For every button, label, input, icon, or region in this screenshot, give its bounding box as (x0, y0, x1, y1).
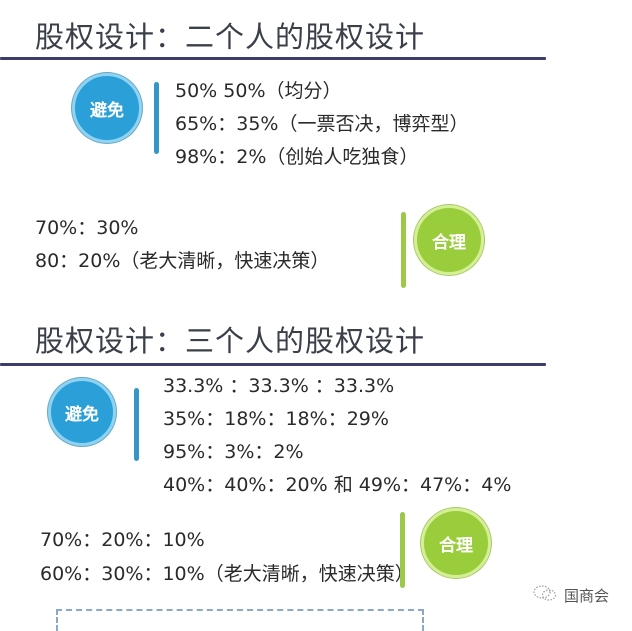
reasonable-line: 80：20%（老大清晰，快速决策） (35, 250, 330, 272)
reasonable-line: 70%：20%：10% (40, 529, 205, 551)
section-1-title: 股权设计：二个人的股权设计 (35, 20, 426, 54)
avoid-line: 50% 50%（均分） (175, 80, 342, 102)
watermark: 国商会 (532, 584, 609, 606)
avoid-line: 98%：2%（创始人吃独食） (175, 146, 419, 168)
section-2-divider (0, 363, 546, 366)
reasonable-divider-bar (400, 512, 405, 588)
wechat-icon (532, 584, 558, 606)
reasonable-line: 60%：30%：10%（老大清晰，快速决策） (40, 563, 414, 585)
avoid-divider-bar (134, 388, 139, 461)
reasonable-badge-label: 合理 (439, 535, 473, 556)
avoid-divider-bar (154, 82, 159, 154)
reasonable-divider-bar (401, 212, 406, 288)
reasonable-badge: 合理 (421, 508, 491, 578)
avoid-badge-label: 避免 (65, 404, 99, 425)
watermark-text: 国商会 (564, 586, 610, 605)
section-1-divider (0, 57, 546, 60)
avoid-line: 35%：18%：18%：29% (163, 408, 389, 430)
reasonable-line: 70%：30% (35, 217, 139, 239)
dashed-box (56, 609, 424, 631)
section-2-title: 股权设计：三个人的股权设计 (35, 324, 426, 358)
avoid-badge: 避免 (48, 378, 116, 446)
avoid-line: 40%：40%：20% 和 49%：47%：4% (163, 474, 512, 496)
avoid-line: 95%：3%：2% (163, 441, 304, 463)
reasonable-badge: 合理 (414, 205, 484, 275)
avoid-badge: 避免 (72, 73, 142, 143)
avoid-badge-label: 避免 (90, 100, 124, 121)
avoid-line: 33.3% ：33.3% ：33.3% (163, 375, 395, 397)
avoid-line: 65%：35%（一票否决，博弈型） (175, 113, 469, 135)
reasonable-badge-label: 合理 (432, 232, 466, 253)
